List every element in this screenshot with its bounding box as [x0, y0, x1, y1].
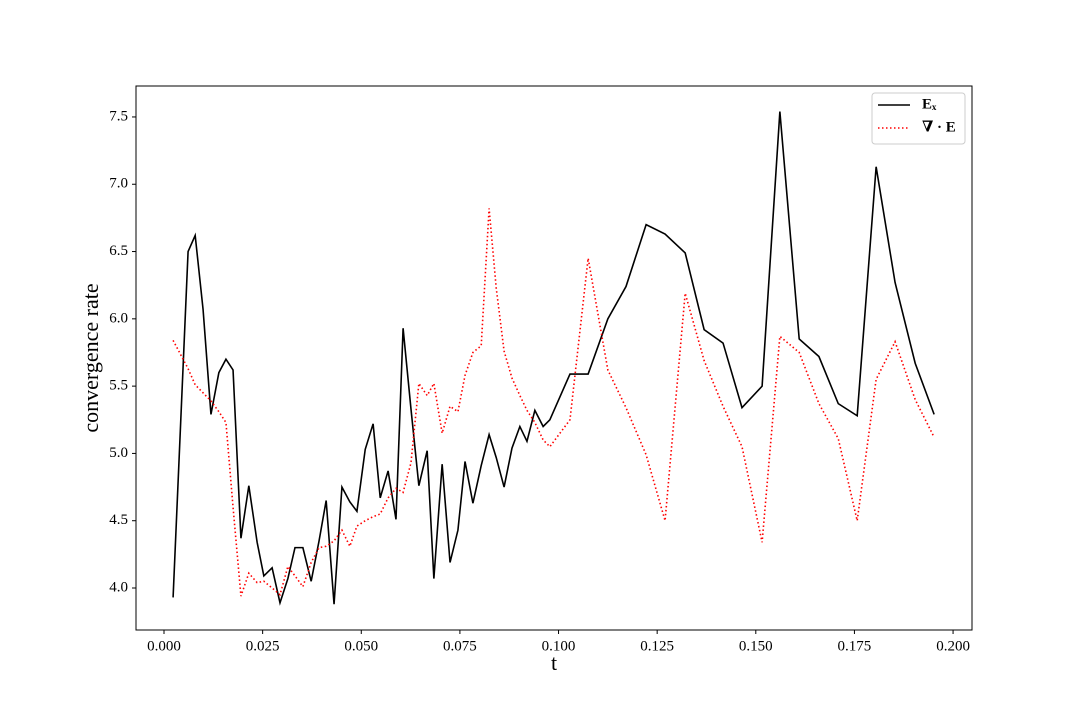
y-tick-label: 7.5 [109, 108, 128, 124]
y-tick-label: 7.0 [109, 176, 128, 192]
plot-frame [135, 85, 973, 631]
y-tick-label: 6.0 [109, 310, 128, 326]
x-tick-label: 0.000 [147, 638, 181, 654]
legend-label: ∇ · E [922, 119, 956, 135]
x-tick-label: 0.175 [838, 638, 872, 654]
y-axis-label: convergence rate [78, 283, 103, 432]
legend-label: Eₓ [922, 96, 937, 112]
x-tick-label: 0.100 [542, 638, 576, 654]
x-tick-label: 0.125 [640, 638, 674, 654]
y-tick-label: 4.0 [109, 579, 128, 595]
x-tick-label: 0.075 [443, 638, 477, 654]
x-tick-label: 0.150 [739, 638, 773, 654]
data-line [172, 111, 935, 606]
y-tick-label: 5.0 [109, 445, 128, 461]
x-axis-label: t [551, 650, 557, 675]
x-tick-label: 0.200 [936, 638, 970, 654]
y-tick-label: 6.5 [109, 243, 128, 259]
y-tick-label: 5.5 [109, 378, 128, 394]
x-tick-label: 0.050 [344, 638, 378, 654]
x-tick-label: 0.025 [246, 638, 280, 654]
data-line [172, 208, 935, 597]
y-tick-label: 4.5 [109, 512, 128, 528]
